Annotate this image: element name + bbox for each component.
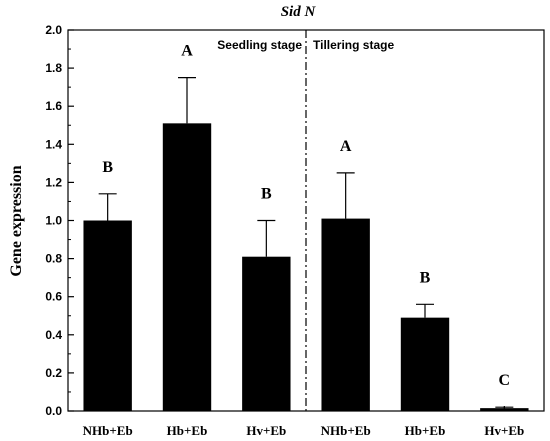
- chart-title: Sid N: [281, 4, 317, 20]
- y-tick-label: 0.6: [45, 290, 62, 304]
- y-tick-label: 0.2: [45, 366, 62, 380]
- x-tick-label: Hb+Eb: [405, 423, 446, 438]
- significance-letter: C: [499, 372, 511, 389]
- bar: [321, 218, 370, 411]
- y-axis-label: Gene expression: [8, 165, 25, 276]
- bar: [242, 256, 291, 411]
- x-tick-label: Hv+Eb: [246, 423, 286, 438]
- significance-letter: B: [102, 159, 113, 176]
- y-tick-label: 2.0: [45, 23, 62, 37]
- y-tick-label: 0.0: [45, 404, 62, 418]
- bar: [83, 220, 132, 411]
- x-tick-label: NHb+Eb: [83, 423, 133, 438]
- x-tick-label: Hb+Eb: [167, 423, 208, 438]
- y-tick-label: 0.4: [45, 328, 62, 342]
- significance-letter: B: [261, 186, 272, 203]
- stage-label-seedling: Seedling stage: [217, 38, 302, 52]
- y-axis: 0.0 0.2 0.4 0.6 0.8 1.0 1.2 1.4 1.6 1.8 2.0: [45, 23, 74, 418]
- bars: B A B A B C: [83, 43, 529, 411]
- significance-letter: A: [340, 138, 352, 155]
- y-tick-label: 1.8: [45, 61, 62, 75]
- significance-letter: A: [181, 43, 193, 60]
- significance-letter: B: [420, 269, 431, 286]
- y-tick-label: 1.2: [45, 175, 62, 189]
- x-tick-label: Hv+Eb: [484, 423, 524, 438]
- x-tick-label: NHb+Eb: [321, 423, 371, 438]
- x-axis: NHb+Eb Hb+Eb Hv+Eb NHb+Eb Hb+Eb Hv+Eb: [83, 406, 524, 438]
- bar: [400, 317, 450, 411]
- y-tick-label: 1.0: [45, 214, 62, 228]
- y-tick-label: 1.4: [45, 137, 62, 151]
- y-tick-label: 0.8: [45, 252, 62, 266]
- bar: [162, 123, 212, 411]
- stage-label-tillering: Tillering stage: [313, 38, 394, 52]
- y-tick-label: 1.6: [45, 99, 62, 113]
